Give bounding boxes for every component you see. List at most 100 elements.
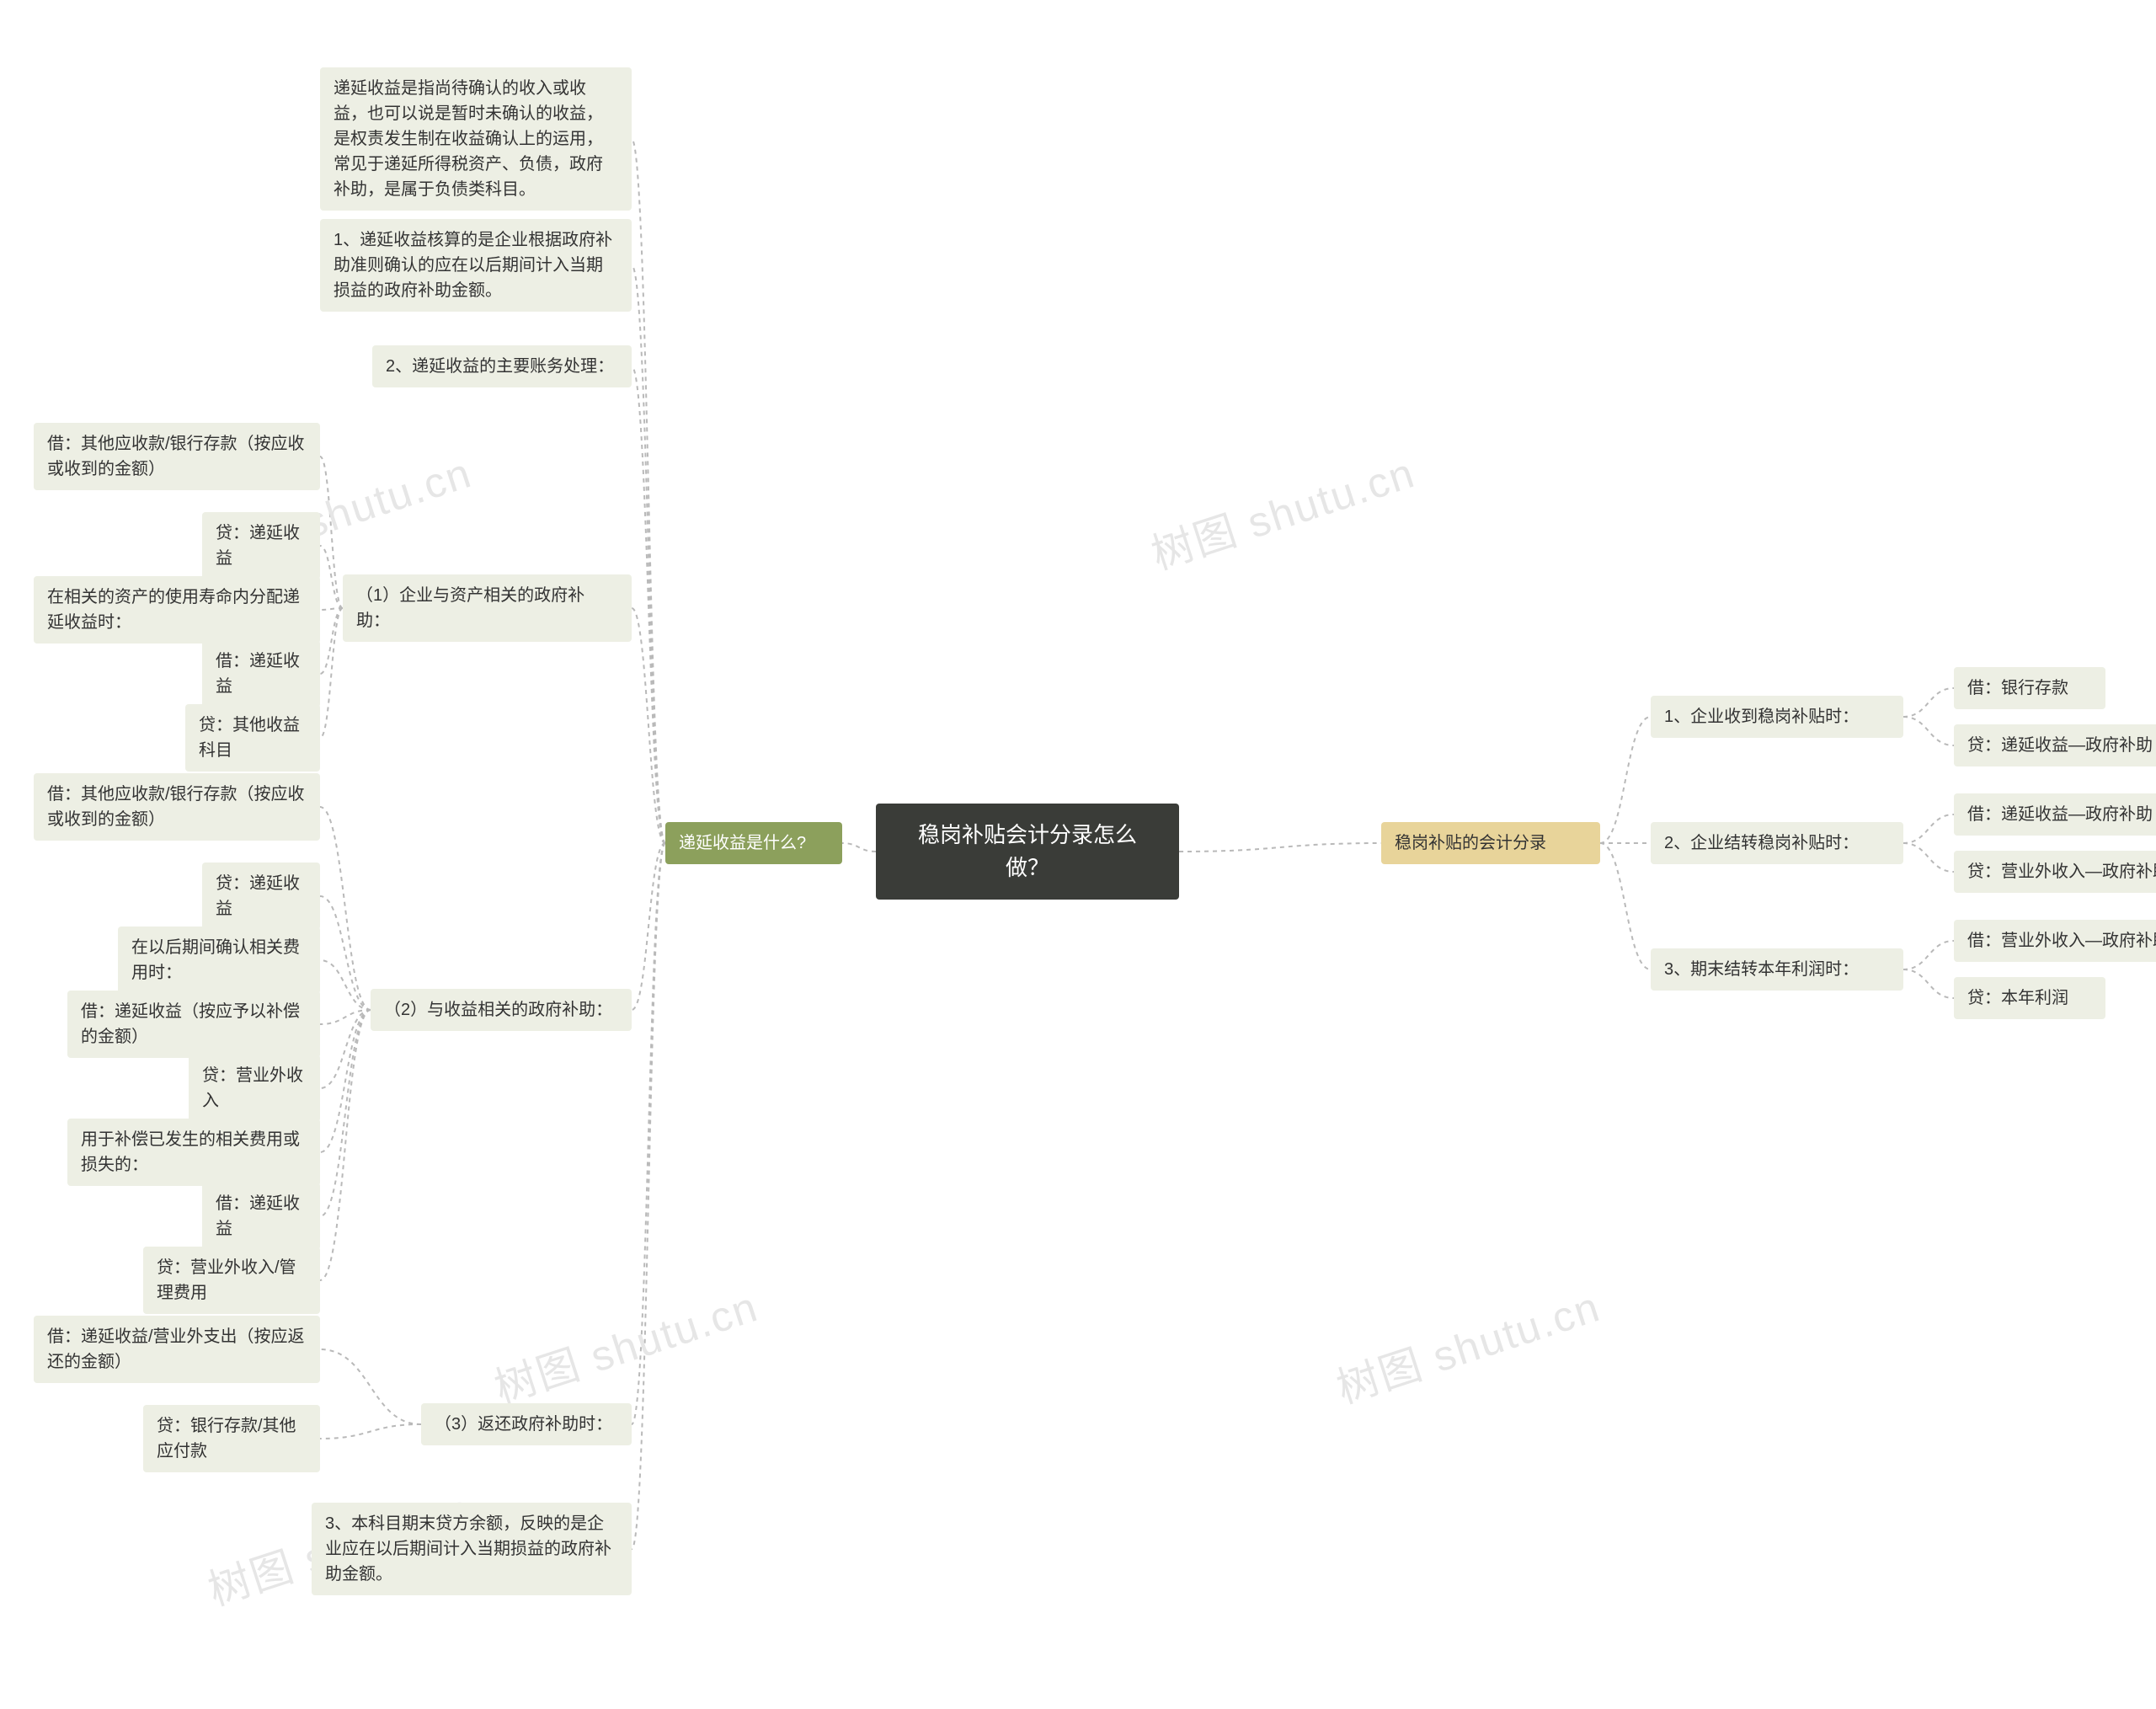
edge-l1l-lC2	[632, 843, 665, 1010]
node-l1l: 递延收益是什么?	[665, 822, 842, 864]
node-label: 贷：其他收益科目	[199, 716, 300, 760]
node-label: 贷：营业外收入/管理费用	[157, 1258, 296, 1302]
node-r2a: 借：递延收益—政府补助	[1954, 793, 2156, 836]
edge-lC2-lC2h	[320, 1010, 371, 1280]
edge-r3-r3a	[1903, 941, 1954, 969]
edge-r1-r1a	[1903, 688, 1954, 717]
node-lC1e: 贷：其他收益科目	[185, 704, 320, 772]
node-lC1c: 在相关的资产的使用寿命内分配递延收益时：	[34, 576, 320, 644]
node-lC2f: 用于补偿已发生的相关费用或损失的：	[67, 1119, 320, 1186]
node-r1a: 借：银行存款	[1954, 667, 2105, 709]
node-label: 借：其他应收款/银行存款（按应收或收到的金额）	[47, 435, 305, 478]
node-label: 贷：递延收益—政府补助	[1967, 736, 2153, 755]
node-r2: 2、企业结转稳岗补贴时：	[1651, 822, 1903, 864]
node-r1b: 贷：递延收益—政府补助	[1954, 724, 2156, 766]
node-lC3: （3）返还政府补助时：	[421, 1403, 632, 1445]
node-label: 稳岗补贴会计分录怎么做？	[918, 822, 1137, 880]
node-l1r: 稳岗补贴的会计分录	[1381, 822, 1600, 864]
node-r1: 1、企业收到稳岗补贴时：	[1651, 696, 1903, 738]
node-lC: 2、递延收益的主要账务处理：	[372, 345, 632, 387]
edge-r3-r3b	[1903, 969, 1954, 998]
watermark: 树图 shutu.cn	[1143, 440, 1422, 582]
node-label: 贷：银行存款/其他应付款	[157, 1417, 296, 1461]
node-lC1a: 借：其他应收款/银行存款（按应收或收到的金额）	[34, 423, 320, 490]
node-label: 递延收益是什么?	[679, 834, 806, 852]
edge-root-l1l	[842, 843, 876, 852]
node-label: 1、递延收益核算的是企业根据政府补助准则确认的应在以后期间计入当期损益的政府补助…	[334, 231, 612, 300]
node-label: 借：递延收益/营业外支出（按应返还的金额）	[47, 1327, 305, 1371]
edge-lC2-lC2a	[320, 807, 371, 1010]
edge-root-l1r	[1179, 843, 1381, 852]
node-label: （1）企业与资产相关的政府补助：	[356, 586, 584, 630]
edge-lC3-lC3b	[320, 1424, 421, 1439]
node-r3a: 借：营业外收入—政府补助	[1954, 920, 2156, 962]
node-label: 3、本科目期末贷方余额，反映的是企业应在以后期间计入当期损益的政府补助金额。	[325, 1514, 611, 1583]
edge-r2-r2a	[1903, 814, 1954, 843]
edge-r2-r2b	[1903, 843, 1954, 872]
node-label: 3、期末结转本年利润时：	[1664, 960, 1859, 979]
watermark: 树图 shutu.cn	[486, 1274, 765, 1416]
node-r3b: 贷：本年利润	[1954, 977, 2105, 1019]
node-lC2a: 借：其他应收款/银行存款（按应收或收到的金额）	[34, 773, 320, 841]
node-lC2g: 借：递延收益	[202, 1183, 320, 1250]
node-label: 在以后期间确认相关费用时：	[131, 938, 300, 982]
node-r3: 3、期末结转本年利润时：	[1651, 948, 1903, 991]
node-label: 贷：本年利润	[1967, 989, 2068, 1007]
node-root: 稳岗补贴会计分录怎么做？	[876, 804, 1179, 900]
edge-lC1-lC1c	[320, 608, 343, 610]
node-lD: 3、本科目期末贷方余额，反映的是企业应在以后期间计入当期损益的政府补助金额。	[312, 1503, 632, 1595]
edge-l1r-r3	[1600, 843, 1651, 969]
watermark: 树图 shutu.cn	[1328, 1274, 1607, 1416]
node-label: 在相关的资产的使用寿命内分配递延收益时：	[47, 588, 300, 632]
node-lC1d: 借：递延收益	[202, 640, 320, 708]
edge-lC2-lC2g	[320, 1010, 371, 1216]
edge-l1l-lC1	[632, 608, 665, 843]
edge-lC3-lC3a	[320, 1349, 421, 1424]
node-lC2c: 在以后期间确认相关费用时：	[118, 927, 320, 994]
node-lC2b: 贷：递延收益	[202, 863, 320, 930]
edge-lC2-lC2b	[320, 896, 371, 1010]
node-lC3a: 借：递延收益/营业外支出（按应返还的金额）	[34, 1316, 320, 1383]
node-label: 借：递延收益（按应予以补偿的金额）	[81, 1002, 300, 1046]
edge-lC2-lC2d	[320, 1010, 371, 1024]
node-label: 稳岗补贴的会计分录	[1395, 834, 1546, 852]
node-label: 借：其他应收款/银行存款（按应收或收到的金额）	[47, 785, 305, 829]
edge-lC2-lC2e	[320, 1010, 371, 1088]
node-label: 贷：递延收益	[216, 524, 300, 568]
node-label: 借：银行存款	[1967, 679, 2068, 697]
edge-lC1-lC1b	[320, 546, 343, 608]
node-label: 贷：营业外收入—政府补助	[1967, 863, 2156, 881]
node-lA: 递延收益是指尚待确认的收入或收益，也可以说是暂时未确认的收益，是权责发生制在收益…	[320, 67, 632, 211]
edge-l1l-lA	[632, 139, 665, 843]
edge-l1l-lB	[632, 265, 665, 843]
edge-l1l-lC3	[632, 843, 665, 1424]
node-lC1b: 贷：递延收益	[202, 512, 320, 579]
node-label: 递延收益是指尚待确认的收入或收益，也可以说是暂时未确认的收益，是权责发生制在收益…	[334, 79, 603, 199]
node-lB: 1、递延收益核算的是企业根据政府补助准则确认的应在以后期间计入当期损益的政府补助…	[320, 219, 632, 312]
node-label: 借：递延收益	[216, 652, 300, 696]
edge-lC1-lC1d	[320, 608, 343, 674]
mindmap-canvas: 树图 shutu.cn树图 shutu.cn树图 shutu.cn树图 shut…	[0, 0, 2156, 1709]
node-label: 借：营业外收入—政府补助	[1967, 932, 2156, 950]
edge-r1-r1b	[1903, 717, 1954, 745]
edge-l1l-lC	[632, 366, 665, 843]
edge-l1l-lD	[632, 843, 665, 1549]
edge-lC2-lC2c	[320, 960, 371, 1010]
node-lC1: （1）企业与资产相关的政府补助：	[343, 574, 632, 642]
node-label: （3）返还政府补助时：	[435, 1415, 612, 1434]
node-label: （2）与收益相关的政府补助：	[384, 1001, 612, 1019]
node-lC3b: 贷：银行存款/其他应付款	[143, 1405, 320, 1472]
node-label: 借：递延收益—政府补助	[1967, 805, 2153, 824]
node-lC2d: 借：递延收益（按应予以补偿的金额）	[67, 991, 320, 1058]
node-label: 1、企业收到稳岗补贴时：	[1664, 708, 1859, 726]
node-label: 借：递延收益	[216, 1194, 300, 1238]
node-label: 2、企业结转稳岗补贴时：	[1664, 834, 1859, 852]
node-r2b: 贷：营业外收入—政府补助	[1954, 851, 2156, 893]
node-lC2: （2）与收益相关的政府补助：	[371, 989, 632, 1031]
edge-lC1-lC1a	[320, 457, 343, 608]
node-lC2e: 贷：营业外收入	[189, 1055, 320, 1122]
node-label: 贷：营业外收入	[202, 1066, 303, 1110]
edge-l1r-r1	[1600, 717, 1651, 843]
node-label: 贷：递延收益	[216, 874, 300, 918]
edge-lC2-lC2f	[320, 1010, 371, 1152]
